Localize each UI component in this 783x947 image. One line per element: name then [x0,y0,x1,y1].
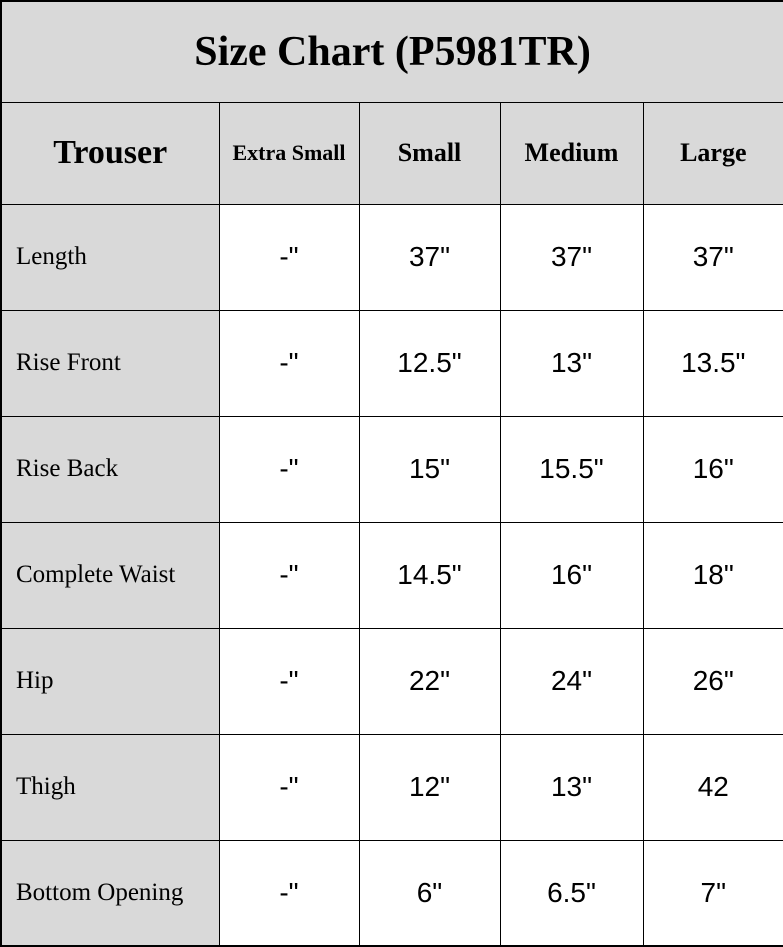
value-complete-waist-extra-small: -" [218,521,360,629]
title-row: Size Chart (P5981TR) [0,0,783,103]
table-row-complete-waist: Complete Waist -" 14.5" 16" 18" [0,521,783,629]
chart-title: Size Chart (P5981TR) [0,0,783,103]
value-rise-front-medium: 13" [499,309,644,417]
value-thigh-small: 12" [358,733,501,841]
value-length-large: 37" [642,203,783,311]
value-complete-waist-large: 18" [642,521,783,629]
value-complete-waist-medium: 16" [499,521,644,629]
table-row-rise-front: Rise Front -" 12.5" 13" 13.5" [0,309,783,417]
column-header-extra-small: Extra Small [218,101,360,205]
value-hip-extra-small: -" [218,627,360,735]
value-rise-front-large: 13.5" [642,309,783,417]
row-label-complete-waist: Complete Waist [0,521,220,629]
table-row-hip: Hip -" 22" 24" 26" [0,627,783,735]
value-length-small: 37" [358,203,501,311]
value-rise-back-medium: 15.5" [499,415,644,523]
value-length-extra-small: -" [218,203,360,311]
column-header-trouser: Trouser [0,101,220,205]
column-header-medium: Medium [499,101,644,205]
value-bottom-opening-large: 7" [642,839,783,947]
value-hip-small: 22" [358,627,501,735]
row-label-thigh: Thigh [0,733,220,841]
value-thigh-medium: 13" [499,733,644,841]
value-rise-front-small: 12.5" [358,309,501,417]
row-label-bottom-opening: Bottom Opening [0,839,220,947]
table-row-bottom-opening: Bottom Opening -" 6" 6.5" 7" [0,839,783,947]
value-rise-front-extra-small: -" [218,309,360,417]
column-header-row: Trouser Extra Small Small Medium Large [0,101,783,205]
value-thigh-large: 42 [642,733,783,841]
table-row-rise-back: Rise Back -" 15" 15.5" 16" [0,415,783,523]
value-bottom-opening-medium: 6.5" [499,839,644,947]
row-label-rise-back: Rise Back [0,415,220,523]
value-bottom-opening-extra-small: -" [218,839,360,947]
row-label-hip: Hip [0,627,220,735]
column-header-large: Large [642,101,783,205]
row-label-rise-front: Rise Front [0,309,220,417]
value-hip-medium: 24" [499,627,644,735]
value-rise-back-extra-small: -" [218,415,360,523]
value-rise-back-small: 15" [358,415,501,523]
value-bottom-opening-small: 6" [358,839,501,947]
value-rise-back-large: 16" [642,415,783,523]
value-hip-large: 26" [642,627,783,735]
table-row-thigh: Thigh -" 12" 13" 42 [0,733,783,841]
table-row-length: Length -" 37" 37" 37" [0,203,783,311]
row-label-length: Length [0,203,220,311]
value-thigh-extra-small: -" [218,733,360,841]
column-header-small: Small [358,101,501,205]
value-length-medium: 37" [499,203,644,311]
value-complete-waist-small: 14.5" [358,521,501,629]
